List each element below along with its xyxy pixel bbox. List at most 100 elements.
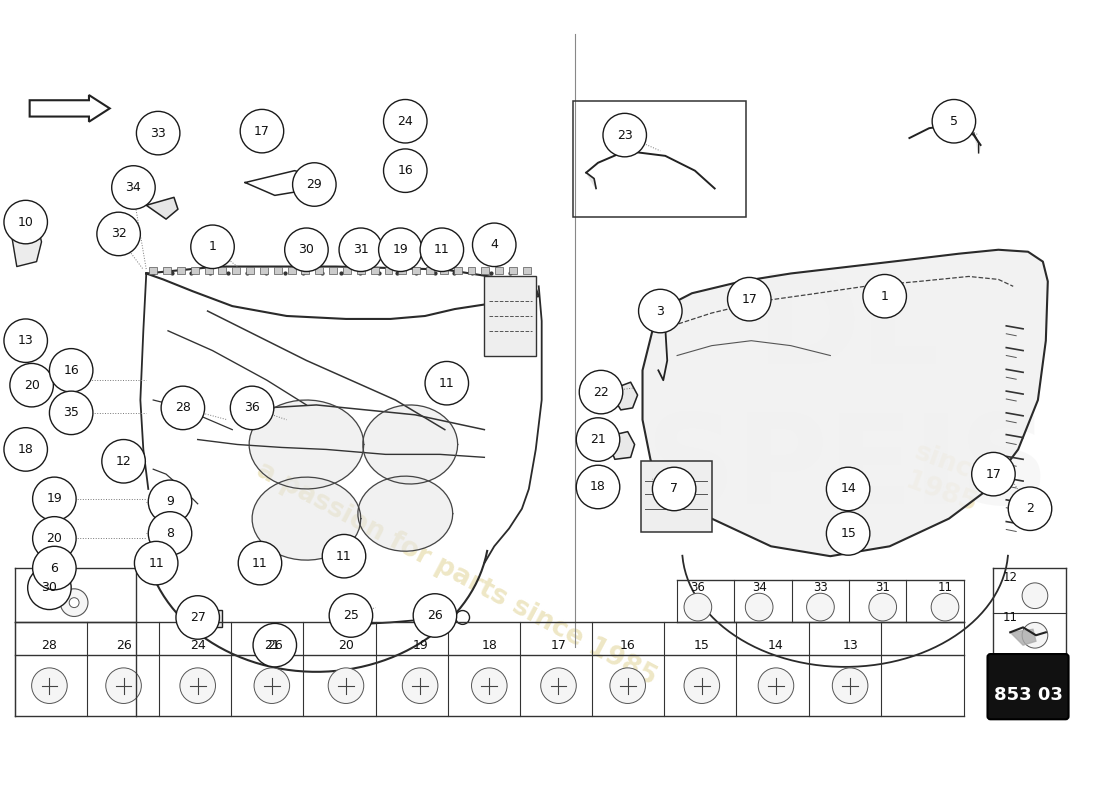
Circle shape bbox=[33, 546, 76, 590]
Text: 11: 11 bbox=[148, 557, 164, 570]
Text: 4: 4 bbox=[491, 238, 498, 251]
Bar bbox=[219, 266, 227, 274]
Polygon shape bbox=[974, 133, 980, 153]
Polygon shape bbox=[12, 222, 42, 266]
Polygon shape bbox=[252, 477, 361, 560]
Circle shape bbox=[33, 477, 76, 521]
Bar bbox=[371, 266, 378, 274]
Text: 33: 33 bbox=[151, 126, 166, 140]
Circle shape bbox=[293, 162, 337, 206]
Circle shape bbox=[684, 594, 712, 621]
Circle shape bbox=[1022, 622, 1048, 648]
Circle shape bbox=[4, 319, 47, 362]
Circle shape bbox=[69, 598, 79, 607]
Text: 11: 11 bbox=[1003, 611, 1018, 624]
Text: since
1985: since 1985 bbox=[900, 439, 992, 518]
Circle shape bbox=[833, 668, 868, 703]
Bar bbox=[150, 266, 157, 274]
Circle shape bbox=[609, 668, 646, 703]
Bar bbox=[522, 266, 531, 274]
Circle shape bbox=[472, 668, 507, 703]
Circle shape bbox=[329, 594, 373, 638]
Text: 17: 17 bbox=[551, 638, 566, 652]
Text: 16: 16 bbox=[64, 364, 79, 377]
Text: 35: 35 bbox=[63, 406, 79, 419]
Circle shape bbox=[106, 668, 142, 703]
Circle shape bbox=[455, 610, 470, 624]
Text: 30: 30 bbox=[298, 243, 315, 256]
Bar bbox=[192, 610, 222, 627]
Circle shape bbox=[148, 480, 191, 523]
Circle shape bbox=[541, 668, 576, 703]
Circle shape bbox=[1022, 583, 1048, 609]
Circle shape bbox=[384, 99, 427, 143]
Circle shape bbox=[28, 566, 72, 610]
Bar bbox=[356, 266, 365, 274]
Circle shape bbox=[253, 623, 297, 667]
Bar bbox=[232, 266, 240, 274]
Circle shape bbox=[864, 274, 906, 318]
Text: 11: 11 bbox=[252, 557, 267, 570]
Circle shape bbox=[414, 594, 456, 638]
Circle shape bbox=[932, 594, 959, 621]
Text: 19: 19 bbox=[46, 492, 63, 506]
Polygon shape bbox=[146, 198, 178, 219]
Text: 26: 26 bbox=[116, 638, 131, 652]
Circle shape bbox=[826, 467, 870, 510]
Text: 24: 24 bbox=[397, 114, 414, 128]
Text: 10: 10 bbox=[18, 215, 34, 229]
Text: 3: 3 bbox=[657, 305, 664, 318]
Bar bbox=[398, 266, 406, 274]
Circle shape bbox=[112, 166, 155, 210]
Circle shape bbox=[473, 223, 516, 266]
Polygon shape bbox=[586, 173, 596, 189]
Text: 18: 18 bbox=[590, 481, 606, 494]
Circle shape bbox=[134, 542, 178, 585]
Circle shape bbox=[639, 290, 682, 333]
Bar bbox=[301, 266, 309, 274]
Circle shape bbox=[826, 512, 870, 555]
Text: 11: 11 bbox=[439, 377, 454, 390]
Circle shape bbox=[33, 517, 76, 560]
Bar bbox=[468, 266, 475, 274]
Text: 8: 8 bbox=[166, 527, 174, 540]
Text: 11: 11 bbox=[937, 582, 953, 594]
Circle shape bbox=[50, 349, 92, 392]
Circle shape bbox=[806, 594, 834, 621]
Circle shape bbox=[932, 99, 976, 143]
Bar bbox=[412, 266, 420, 274]
Circle shape bbox=[1009, 487, 1052, 530]
Text: 36: 36 bbox=[691, 582, 705, 594]
Circle shape bbox=[4, 428, 47, 471]
Bar bbox=[260, 266, 268, 274]
Text: 14: 14 bbox=[840, 482, 856, 495]
Circle shape bbox=[4, 200, 47, 244]
FancyArrow shape bbox=[30, 95, 110, 122]
Text: 13: 13 bbox=[18, 334, 34, 347]
Circle shape bbox=[425, 362, 469, 405]
Text: 20: 20 bbox=[338, 638, 354, 652]
Text: 34: 34 bbox=[751, 582, 767, 594]
Circle shape bbox=[869, 594, 896, 621]
Text: 16: 16 bbox=[619, 638, 636, 652]
Bar bbox=[343, 266, 351, 274]
Text: 24: 24 bbox=[190, 638, 206, 652]
Text: 2: 2 bbox=[1026, 502, 1034, 515]
Text: 26: 26 bbox=[427, 609, 443, 622]
Polygon shape bbox=[250, 400, 364, 489]
Text: 26: 26 bbox=[267, 638, 283, 652]
Circle shape bbox=[576, 418, 619, 462]
Circle shape bbox=[50, 391, 92, 434]
Text: 5: 5 bbox=[950, 114, 958, 128]
Text: 19: 19 bbox=[412, 638, 428, 652]
Text: 6: 6 bbox=[51, 562, 58, 574]
Circle shape bbox=[603, 114, 647, 157]
Circle shape bbox=[240, 110, 284, 153]
Polygon shape bbox=[615, 382, 638, 410]
Text: 36: 36 bbox=[244, 402, 260, 414]
Circle shape bbox=[727, 278, 771, 321]
Bar bbox=[426, 266, 433, 274]
Circle shape bbox=[420, 228, 463, 271]
Text: 19: 19 bbox=[393, 243, 408, 256]
Circle shape bbox=[176, 596, 219, 639]
